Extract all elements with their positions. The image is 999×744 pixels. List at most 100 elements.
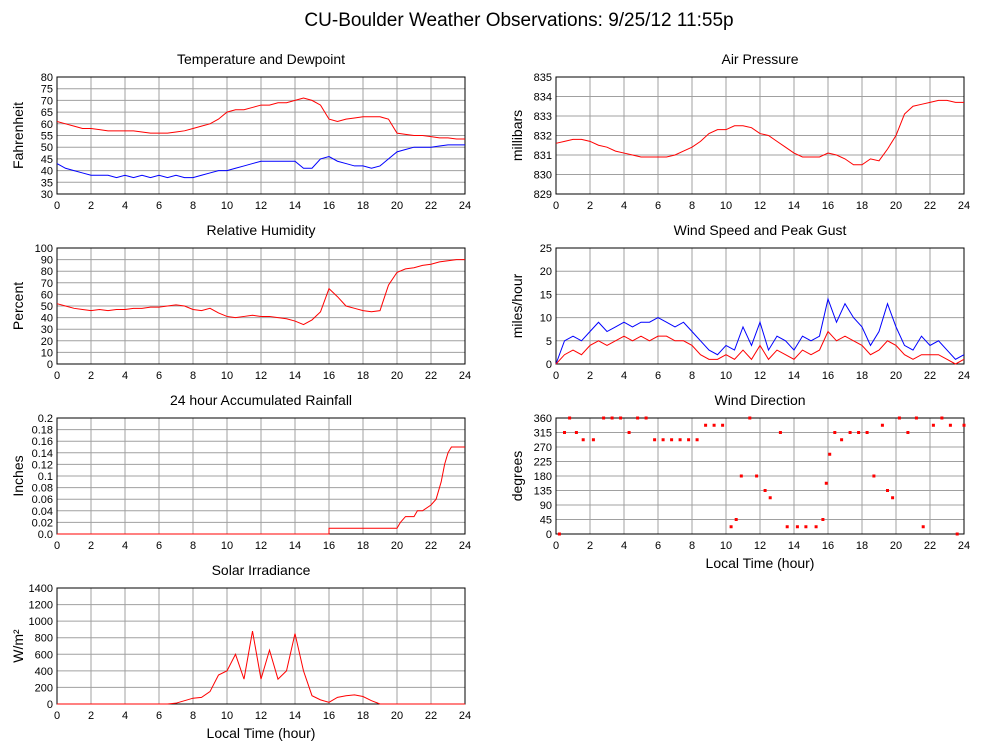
data-point xyxy=(940,416,944,420)
y-tick-label: 0.12 xyxy=(32,459,53,471)
data-point xyxy=(602,416,606,420)
data-point xyxy=(906,431,910,434)
data-point xyxy=(619,416,623,420)
y-tick-label: 0.02 xyxy=(32,517,53,529)
x-tick-label: 14 xyxy=(289,370,301,382)
x-tick-label: 2 xyxy=(88,540,94,552)
data-point xyxy=(729,525,733,529)
x-tick-label: 18 xyxy=(357,200,369,212)
y-tick-label: 15 xyxy=(540,289,552,301)
data-point xyxy=(653,438,657,442)
x-tick-label: 20 xyxy=(890,200,902,212)
data-point xyxy=(795,525,799,529)
y-tick-label: 0.06 xyxy=(32,494,53,506)
y-tick-label: 0 xyxy=(546,529,552,541)
y-tick-label: 10 xyxy=(540,313,552,325)
x-tick-label: 14 xyxy=(289,540,301,552)
y-tick-label: 315 xyxy=(534,428,552,440)
y-tick-label: 80 xyxy=(41,72,53,84)
x-tick-label: 14 xyxy=(289,710,301,722)
y-tick-label: 135 xyxy=(534,486,552,498)
data-line xyxy=(57,631,465,705)
data-point xyxy=(712,423,716,427)
x-tick-label: 12 xyxy=(255,710,267,722)
data-point xyxy=(721,423,725,427)
x-tick-label: 0 xyxy=(553,540,559,552)
x-tick-label: 16 xyxy=(323,540,335,552)
y-tick-label: 50 xyxy=(41,301,53,313)
x-axis-label: Local Time (hour) xyxy=(706,555,815,571)
data-point xyxy=(931,423,935,427)
x-tick-label: 16 xyxy=(323,370,335,382)
y-tick-label: 60 xyxy=(41,289,53,301)
data-point xyxy=(687,438,691,442)
data-point xyxy=(921,525,925,529)
data-line xyxy=(56,144,465,179)
x-tick-label: 12 xyxy=(754,370,766,382)
data-point xyxy=(955,532,959,536)
data-point xyxy=(828,452,832,456)
x-tick-label: 22 xyxy=(425,710,437,722)
x-tick-label: 18 xyxy=(357,540,369,552)
data-point xyxy=(661,438,665,442)
y-tick-label: 829 xyxy=(534,189,552,201)
panel-title: Air Pressure xyxy=(721,51,798,67)
x-tick-label: 14 xyxy=(788,200,800,212)
data-line xyxy=(57,446,465,535)
x-tick-label: 0 xyxy=(553,200,559,212)
y-tick-label: 25 xyxy=(540,243,552,255)
plot-frame xyxy=(555,417,965,535)
x-tick-label: 8 xyxy=(689,540,695,552)
data-point xyxy=(848,431,852,434)
x-tick-label: 24 xyxy=(459,710,471,722)
data-point xyxy=(695,438,699,442)
y-tick-label: 70 xyxy=(41,278,53,290)
data-point xyxy=(857,431,861,434)
y-tick-label: 80 xyxy=(41,266,53,278)
data-point xyxy=(821,518,825,521)
x-tick-label: 22 xyxy=(425,370,437,382)
y-tick-label: 833 xyxy=(534,111,552,123)
y-tick-label: 0.08 xyxy=(32,483,53,495)
x-tick-label: 18 xyxy=(856,540,868,552)
data-point xyxy=(574,431,578,434)
x-tick-label: 4 xyxy=(621,370,627,382)
x-tick-label: 2 xyxy=(587,540,593,552)
x-tick-label: 12 xyxy=(754,540,766,552)
x-tick-label: 16 xyxy=(323,710,335,722)
data-point xyxy=(804,525,808,529)
x-tick-label: 16 xyxy=(822,540,834,552)
x-tick-label: 8 xyxy=(689,370,695,382)
x-tick-label: 16 xyxy=(822,200,834,212)
data-point xyxy=(865,431,869,434)
x-tick-label: 22 xyxy=(425,200,437,212)
y-tick-label: 40 xyxy=(41,313,53,325)
x-tick-label: 22 xyxy=(924,370,936,382)
x-tick-label: 6 xyxy=(655,200,661,212)
x-tick-label: 10 xyxy=(221,200,233,212)
y-axis-label: miles/hour xyxy=(509,273,525,338)
y-tick-label: 835 xyxy=(534,72,552,84)
x-tick-label: 24 xyxy=(958,370,970,382)
x-tick-label: 2 xyxy=(88,370,94,382)
x-tick-label: 14 xyxy=(788,370,800,382)
x-tick-label: 20 xyxy=(391,710,403,722)
x-tick-label: 6 xyxy=(156,370,162,382)
x-tick-label: 24 xyxy=(958,200,970,212)
y-tick-label: 5 xyxy=(546,336,552,348)
y-tick-label: 20 xyxy=(41,336,53,348)
y-axis-label: Percent xyxy=(10,282,26,330)
data-point xyxy=(670,438,674,442)
data-line xyxy=(56,97,465,140)
y-tick-label: 75 xyxy=(41,84,53,96)
x-tick-label: 12 xyxy=(255,200,267,212)
x-tick-label: 12 xyxy=(754,200,766,212)
y-tick-label: 50 xyxy=(41,142,53,154)
x-tick-label: 18 xyxy=(856,200,868,212)
y-tick-label: 90 xyxy=(540,500,552,512)
y-axis-label: W/m² xyxy=(10,629,26,663)
x-tick-label: 0 xyxy=(54,370,60,382)
y-tick-label: 45 xyxy=(540,515,552,527)
y-tick-label: 0 xyxy=(47,699,53,711)
